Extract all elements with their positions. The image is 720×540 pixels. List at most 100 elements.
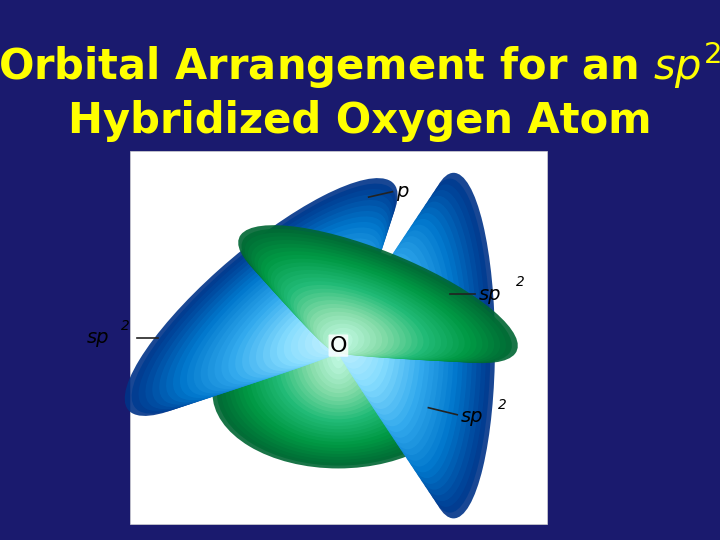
Ellipse shape bbox=[254, 315, 423, 439]
Ellipse shape bbox=[173, 217, 385, 400]
Ellipse shape bbox=[325, 326, 351, 374]
Ellipse shape bbox=[187, 227, 382, 396]
Ellipse shape bbox=[251, 315, 426, 442]
Ellipse shape bbox=[309, 320, 368, 393]
Ellipse shape bbox=[361, 271, 415, 421]
Ellipse shape bbox=[242, 316, 435, 448]
Ellipse shape bbox=[316, 316, 377, 355]
Ellipse shape bbox=[343, 311, 380, 380]
Ellipse shape bbox=[235, 266, 369, 380]
Ellipse shape bbox=[341, 317, 374, 374]
Ellipse shape bbox=[279, 316, 397, 419]
Ellipse shape bbox=[180, 222, 384, 398]
Ellipse shape bbox=[409, 179, 490, 512]
Ellipse shape bbox=[390, 213, 463, 478]
Text: O: O bbox=[330, 335, 347, 356]
Ellipse shape bbox=[281, 274, 441, 359]
Ellipse shape bbox=[327, 338, 345, 350]
Ellipse shape bbox=[166, 211, 387, 402]
Ellipse shape bbox=[249, 277, 366, 375]
Ellipse shape bbox=[276, 299, 359, 367]
Ellipse shape bbox=[313, 321, 364, 389]
Ellipse shape bbox=[382, 231, 449, 461]
Ellipse shape bbox=[215, 249, 375, 387]
Ellipse shape bbox=[379, 236, 444, 455]
Ellipse shape bbox=[267, 315, 410, 429]
Ellipse shape bbox=[201, 238, 378, 392]
Ellipse shape bbox=[238, 225, 518, 363]
Ellipse shape bbox=[310, 308, 388, 356]
Ellipse shape bbox=[277, 270, 447, 360]
Ellipse shape bbox=[330, 329, 347, 368]
Ellipse shape bbox=[264, 255, 471, 361]
Ellipse shape bbox=[372, 248, 435, 443]
Ellipse shape bbox=[233, 316, 444, 454]
Ellipse shape bbox=[320, 320, 370, 354]
Text: p: p bbox=[396, 182, 408, 201]
Ellipse shape bbox=[290, 285, 423, 358]
Ellipse shape bbox=[263, 315, 414, 433]
Ellipse shape bbox=[254, 244, 488, 362]
Ellipse shape bbox=[298, 315, 354, 360]
Ellipse shape bbox=[297, 318, 380, 405]
Ellipse shape bbox=[221, 316, 456, 463]
Ellipse shape bbox=[334, 333, 343, 361]
Text: 2: 2 bbox=[516, 275, 525, 289]
Text: sp: sp bbox=[479, 285, 501, 304]
Ellipse shape bbox=[274, 266, 453, 360]
Text: Hybridized Oxygen Atom: Hybridized Oxygen Atom bbox=[68, 100, 652, 143]
Ellipse shape bbox=[270, 293, 361, 369]
Ellipse shape bbox=[207, 244, 377, 389]
Ellipse shape bbox=[271, 315, 405, 426]
Ellipse shape bbox=[258, 247, 482, 361]
Ellipse shape bbox=[132, 184, 396, 414]
Ellipse shape bbox=[284, 304, 357, 365]
Ellipse shape bbox=[305, 319, 372, 397]
Ellipse shape bbox=[212, 317, 464, 469]
Text: 2: 2 bbox=[498, 398, 507, 412]
Ellipse shape bbox=[384, 225, 454, 467]
Text: Orbital Arrangement for an $\it{sp}^2$: Orbital Arrangement for an $\it{sp}^2$ bbox=[0, 39, 720, 91]
Ellipse shape bbox=[229, 316, 448, 457]
Ellipse shape bbox=[125, 178, 397, 416]
Ellipse shape bbox=[305, 321, 351, 357]
Ellipse shape bbox=[351, 294, 395, 397]
Ellipse shape bbox=[346, 305, 385, 386]
Ellipse shape bbox=[288, 316, 389, 413]
Ellipse shape bbox=[287, 281, 429, 359]
Ellipse shape bbox=[217, 317, 460, 465]
Ellipse shape bbox=[221, 255, 373, 384]
Ellipse shape bbox=[366, 259, 426, 432]
Ellipse shape bbox=[337, 328, 363, 363]
Ellipse shape bbox=[335, 340, 350, 352]
Ellipse shape bbox=[307, 304, 394, 356]
Ellipse shape bbox=[301, 319, 377, 401]
Ellipse shape bbox=[338, 322, 369, 369]
Ellipse shape bbox=[225, 316, 452, 460]
Ellipse shape bbox=[138, 189, 394, 411]
Ellipse shape bbox=[326, 328, 359, 353]
Ellipse shape bbox=[284, 316, 393, 416]
Ellipse shape bbox=[348, 300, 390, 392]
Ellipse shape bbox=[387, 219, 459, 472]
Ellipse shape bbox=[400, 196, 477, 495]
Ellipse shape bbox=[275, 316, 402, 423]
Ellipse shape bbox=[145, 194, 392, 409]
Ellipse shape bbox=[159, 206, 389, 404]
Ellipse shape bbox=[238, 316, 439, 451]
Ellipse shape bbox=[194, 233, 380, 394]
Ellipse shape bbox=[271, 262, 459, 360]
Ellipse shape bbox=[292, 317, 384, 409]
Ellipse shape bbox=[303, 300, 400, 357]
Ellipse shape bbox=[242, 271, 368, 378]
Text: sp: sp bbox=[461, 407, 483, 427]
Bar bbox=[130, 151, 547, 524]
Ellipse shape bbox=[322, 325, 355, 380]
Ellipse shape bbox=[364, 265, 420, 426]
Ellipse shape bbox=[333, 337, 346, 350]
Ellipse shape bbox=[312, 326, 349, 355]
Ellipse shape bbox=[369, 253, 430, 438]
Ellipse shape bbox=[359, 276, 410, 415]
Ellipse shape bbox=[251, 240, 494, 362]
Ellipse shape bbox=[300, 296, 406, 357]
